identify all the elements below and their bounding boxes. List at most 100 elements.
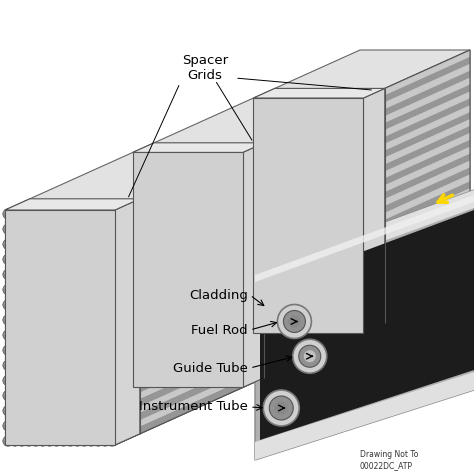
Circle shape [72, 300, 82, 310]
Circle shape [24, 300, 34, 310]
Circle shape [109, 317, 112, 320]
Circle shape [5, 438, 8, 441]
Circle shape [11, 392, 15, 396]
Polygon shape [115, 174, 470, 341]
Circle shape [39, 301, 43, 305]
Circle shape [72, 420, 82, 431]
Circle shape [26, 317, 29, 320]
Polygon shape [115, 119, 470, 286]
Circle shape [26, 301, 29, 305]
Circle shape [93, 300, 103, 310]
Circle shape [51, 209, 62, 219]
Circle shape [10, 375, 20, 386]
Circle shape [32, 407, 36, 411]
Circle shape [46, 241, 50, 245]
Polygon shape [255, 372, 474, 460]
Circle shape [109, 332, 112, 335]
Circle shape [88, 407, 91, 411]
Circle shape [45, 254, 55, 264]
Circle shape [86, 345, 96, 356]
Circle shape [88, 226, 91, 229]
Circle shape [109, 301, 112, 305]
Circle shape [100, 345, 110, 356]
Circle shape [10, 224, 20, 234]
Circle shape [88, 241, 91, 245]
Circle shape [74, 286, 78, 290]
Circle shape [86, 391, 96, 401]
Circle shape [74, 332, 78, 335]
Circle shape [81, 286, 84, 290]
Circle shape [67, 407, 71, 411]
Circle shape [46, 362, 50, 365]
Circle shape [86, 239, 96, 249]
Polygon shape [5, 210, 115, 445]
Circle shape [60, 271, 64, 275]
Circle shape [102, 317, 105, 320]
Circle shape [109, 226, 112, 229]
Polygon shape [115, 112, 470, 279]
Circle shape [45, 360, 55, 371]
Polygon shape [115, 244, 470, 410]
Circle shape [30, 284, 41, 295]
Circle shape [60, 210, 64, 214]
Circle shape [74, 256, 78, 260]
Circle shape [5, 226, 8, 229]
Circle shape [45, 315, 55, 325]
Circle shape [109, 407, 112, 411]
Circle shape [18, 407, 22, 411]
Circle shape [45, 224, 55, 234]
Text: Fuel Rod: Fuel Rod [191, 323, 248, 337]
Circle shape [46, 422, 50, 426]
Circle shape [24, 375, 34, 386]
Circle shape [100, 406, 110, 416]
Circle shape [18, 317, 22, 320]
Circle shape [88, 317, 91, 320]
Circle shape [3, 254, 13, 264]
Circle shape [32, 226, 36, 229]
Circle shape [17, 345, 27, 356]
Circle shape [26, 438, 29, 441]
Circle shape [58, 284, 69, 295]
Circle shape [67, 377, 71, 381]
Circle shape [46, 226, 50, 229]
Circle shape [81, 407, 84, 411]
Circle shape [95, 301, 99, 305]
Circle shape [39, 271, 43, 275]
Circle shape [65, 284, 75, 295]
Circle shape [53, 241, 57, 245]
Circle shape [100, 315, 110, 325]
Circle shape [39, 347, 43, 350]
Circle shape [65, 345, 75, 356]
Circle shape [17, 300, 27, 310]
Circle shape [53, 271, 57, 275]
Circle shape [11, 317, 15, 320]
Circle shape [17, 269, 27, 280]
Circle shape [67, 301, 71, 305]
Circle shape [5, 422, 8, 426]
Circle shape [107, 209, 117, 219]
Circle shape [100, 269, 110, 280]
Polygon shape [115, 126, 470, 293]
Polygon shape [115, 64, 470, 231]
Polygon shape [5, 210, 115, 445]
Circle shape [74, 362, 78, 365]
Circle shape [30, 406, 41, 416]
Polygon shape [115, 50, 470, 217]
Polygon shape [115, 71, 470, 237]
Circle shape [58, 360, 69, 371]
Polygon shape [5, 199, 140, 210]
Circle shape [67, 286, 71, 290]
Circle shape [95, 407, 99, 411]
Circle shape [102, 241, 105, 245]
Circle shape [53, 347, 57, 350]
Polygon shape [115, 216, 470, 383]
Circle shape [30, 315, 41, 325]
Circle shape [32, 377, 36, 381]
Circle shape [79, 239, 90, 249]
Polygon shape [115, 78, 470, 245]
Circle shape [45, 284, 55, 295]
Circle shape [37, 436, 48, 446]
Circle shape [263, 390, 299, 426]
Circle shape [81, 301, 84, 305]
Circle shape [45, 300, 55, 310]
